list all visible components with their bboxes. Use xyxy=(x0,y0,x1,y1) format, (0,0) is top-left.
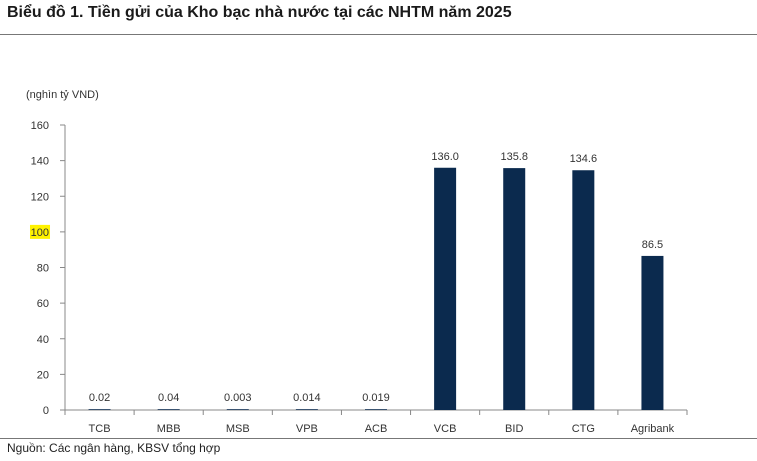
y-tick-label: 40 xyxy=(37,334,49,346)
bar-vpb xyxy=(295,409,318,410)
bar-tcb xyxy=(88,409,111,410)
category-label-vpb: VPB xyxy=(296,423,318,435)
y-tick-label: 60 xyxy=(37,298,49,310)
y-tick-label: 80 xyxy=(37,263,49,275)
y-tick-label: 20 xyxy=(37,369,49,381)
chart-title: Biểu đồ 1. Tiền gửi của Kho bạc nhà nước… xyxy=(7,4,512,21)
data-label-bid: 135.8 xyxy=(500,151,528,163)
bar-vcb xyxy=(434,167,457,410)
y-axis-unit-label: (nghìn tỷ VND) xyxy=(26,89,99,101)
bar-agribank xyxy=(641,255,664,410)
data-label-ctg: 134.6 xyxy=(570,153,598,165)
y-tick-label: 0 xyxy=(43,405,49,417)
bar-msb xyxy=(226,409,249,410)
bar-chart: 0 20 40 60 80 100 120 140 160 0.02 TCB 0.04 MBB 0.003… xyxy=(30,120,688,435)
data-label-vpb: 0.014 xyxy=(293,392,321,404)
category-label-tcb: TCB xyxy=(89,423,111,435)
bar-mbb xyxy=(157,409,180,410)
data-label-agribank: 86.5 xyxy=(642,239,663,251)
bar-bid xyxy=(503,168,526,410)
category-label-ctg: CTG xyxy=(572,423,595,435)
data-label-vcb: 136.0 xyxy=(431,151,459,163)
title-divider xyxy=(0,34,757,35)
y-tick-label: 100 xyxy=(31,227,49,239)
y-tick-label: 160 xyxy=(31,120,49,132)
source-divider xyxy=(0,438,757,439)
category-label-acb: ACB xyxy=(365,423,388,435)
category-label-bid: BID xyxy=(505,423,523,435)
category-label-agribank: Agribank xyxy=(631,423,675,435)
y-tick-label: 140 xyxy=(31,156,49,168)
bar-ctg xyxy=(572,170,595,410)
category-label-mbb: MBB xyxy=(157,423,181,435)
y-tick-label: 120 xyxy=(31,191,49,203)
data-label-msb: 0.003 xyxy=(224,392,252,404)
bar-acb xyxy=(365,409,387,410)
data-label-mbb: 0.04 xyxy=(158,392,179,404)
source-note: Nguồn: Các ngân hàng, KBSV tổng hợp xyxy=(7,441,221,455)
category-label-vcb: VCB xyxy=(434,423,457,435)
data-label-tcb: 0.02 xyxy=(89,392,110,404)
y-tick-highlight xyxy=(30,224,50,239)
data-label-acb: 0.019 xyxy=(362,392,390,404)
category-label-msb: MSB xyxy=(226,423,250,435)
